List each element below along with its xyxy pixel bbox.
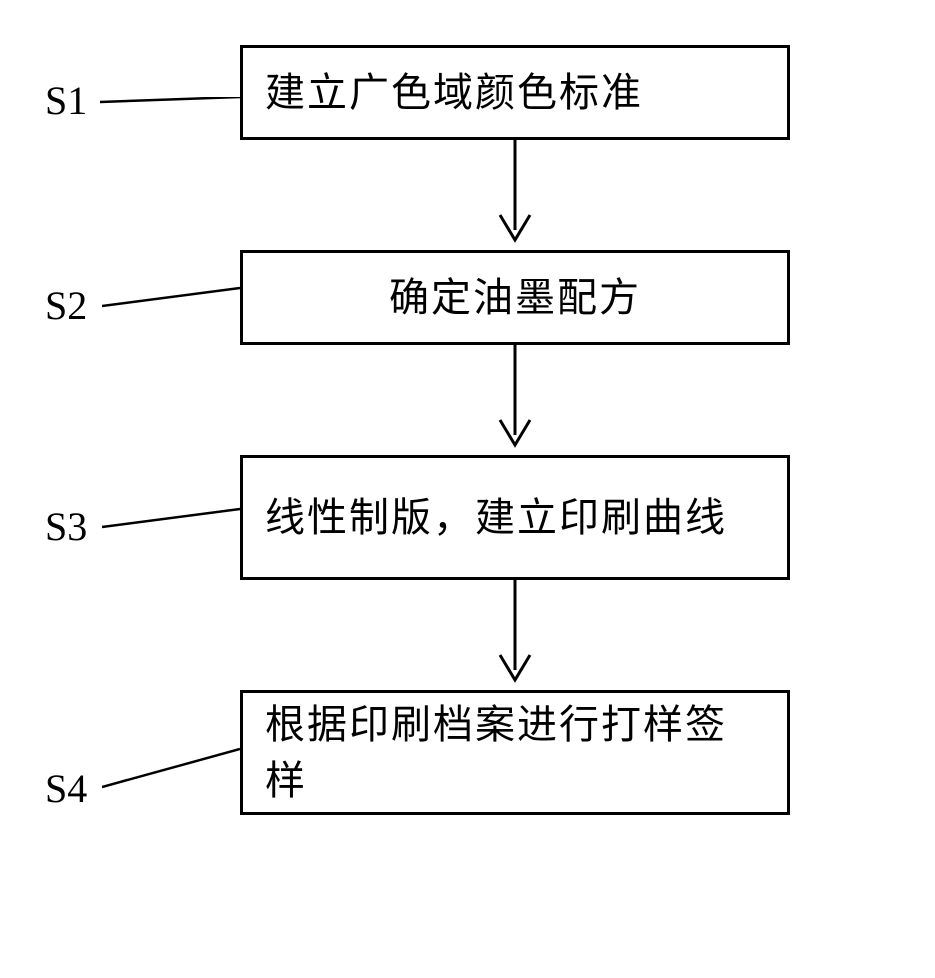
flowchart-container: S1 建立广色域颜色标准 S2 确定油墨配方 S3 <box>155 45 875 815</box>
step-container-4: S4 根据印刷档案进行打样签样 <box>155 690 875 815</box>
arrow-1-2 <box>240 140 790 250</box>
step-container-1: S1 建立广色域颜色标准 <box>155 45 875 140</box>
down-arrow-icon <box>495 140 535 250</box>
step-container-3: S3 线性制版，建立印刷曲线 <box>155 455 875 580</box>
arrow-3-4 <box>240 580 790 690</box>
step-label-s2: S2 <box>45 282 87 329</box>
down-arrow-icon <box>495 345 535 455</box>
label-connector-s3 <box>102 505 240 535</box>
step-box-s3: 线性制版，建立印刷曲线 <box>240 455 790 580</box>
label-connector-s4 <box>102 745 240 795</box>
step-label-s1: S1 <box>45 77 87 124</box>
label-connector-s2 <box>102 284 240 314</box>
down-arrow-icon <box>495 580 535 690</box>
step-box-s4: 根据印刷档案进行打样签样 <box>240 690 790 815</box>
label-connector-s1 <box>100 97 240 137</box>
step-box-s2: 确定油墨配方 <box>240 250 790 345</box>
step-container-2: S2 确定油墨配方 <box>155 250 875 345</box>
step-text-s2: 确定油墨配方 <box>389 270 641 326</box>
step-label-s3: S3 <box>45 503 87 550</box>
step-text-s1: 建立广色域颜色标准 <box>265 65 643 121</box>
step-text-s3: 线性制版，建立印刷曲线 <box>265 490 727 546</box>
step-label-s4: S4 <box>45 765 87 812</box>
step-box-s1: 建立广色域颜色标准 <box>240 45 790 140</box>
step-text-s4: 根据印刷档案进行打样签样 <box>265 697 765 809</box>
arrow-2-3 <box>240 345 790 455</box>
